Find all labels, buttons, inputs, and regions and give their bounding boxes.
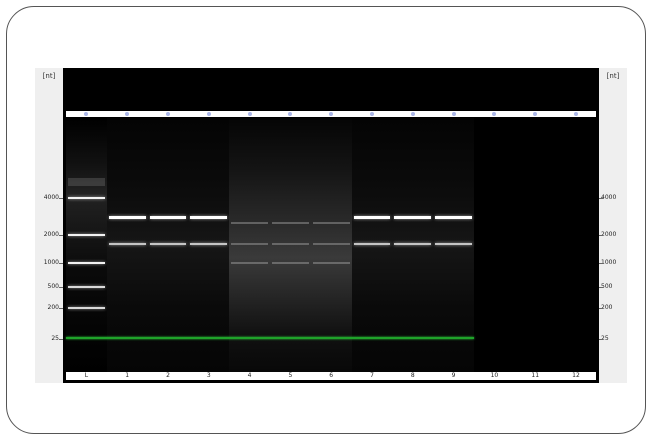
band bbox=[149, 216, 187, 220]
lane-9[interactable] bbox=[433, 118, 474, 372]
lane-label: 8 bbox=[410, 372, 415, 379]
lane-label: 11 bbox=[531, 372, 540, 379]
size-tick-label: 1000 bbox=[43, 259, 59, 266]
well-dot bbox=[166, 112, 170, 116]
band bbox=[149, 243, 187, 245]
size-tick-mark bbox=[599, 287, 603, 288]
lane-4[interactable] bbox=[229, 118, 270, 372]
size-tick-mark bbox=[59, 287, 63, 288]
lane-label: 12 bbox=[572, 372, 580, 379]
smear-band bbox=[312, 262, 350, 264]
smear-band bbox=[231, 262, 268, 264]
smear-band bbox=[312, 222, 350, 225]
size-tick-mark bbox=[59, 198, 63, 199]
smear-band bbox=[272, 262, 309, 264]
lane-11[interactable] bbox=[515, 118, 556, 372]
size-axis-right: [nt] 4000 2000 1000 500 200 25 bbox=[599, 68, 627, 383]
lane-6[interactable] bbox=[310, 118, 352, 372]
lane-label: 5 bbox=[288, 372, 293, 379]
well-dot bbox=[370, 112, 374, 116]
lane-label: 9 bbox=[451, 372, 456, 379]
size-tick-label: 4000 bbox=[601, 194, 617, 201]
size-tick-label: 200 bbox=[601, 304, 613, 311]
band bbox=[190, 243, 228, 245]
band bbox=[108, 243, 146, 245]
lane-label: 6 bbox=[329, 372, 334, 379]
size-tick-label: 25 bbox=[51, 335, 59, 342]
size-tick-label: 1000 bbox=[601, 259, 617, 266]
lane-label-bar: L 1 2 3 4 5 6 7 8 9 10 11 12 bbox=[66, 372, 596, 380]
smear-band bbox=[272, 222, 309, 225]
lane-2[interactable] bbox=[147, 118, 189, 372]
lane-7[interactable] bbox=[351, 118, 393, 372]
band bbox=[394, 243, 432, 245]
lane-1[interactable] bbox=[106, 118, 148, 372]
band bbox=[394, 216, 432, 220]
unit-label-right: [nt] bbox=[606, 72, 620, 80]
unit-label-left: [nt] bbox=[42, 72, 56, 80]
size-tick-label: 4000 bbox=[43, 194, 59, 201]
smear-band bbox=[272, 243, 309, 245]
band bbox=[353, 216, 391, 220]
size-tick-label: 200 bbox=[47, 304, 59, 311]
well-dot bbox=[410, 112, 415, 116]
size-tick-mark bbox=[599, 235, 603, 236]
well-dot bbox=[492, 112, 497, 116]
lane-3[interactable] bbox=[188, 118, 230, 372]
lane-5[interactable] bbox=[270, 118, 311, 372]
band bbox=[190, 216, 228, 220]
lane-label: 10 bbox=[490, 372, 499, 379]
band bbox=[68, 262, 105, 264]
band bbox=[68, 234, 105, 236]
lane-label: L bbox=[84, 372, 89, 379]
band bbox=[108, 216, 146, 220]
size-tick-mark bbox=[599, 308, 603, 309]
size-tick-label: 25 bbox=[601, 335, 609, 342]
well-dot bbox=[84, 112, 89, 116]
lane-8[interactable] bbox=[392, 118, 434, 372]
band bbox=[353, 243, 391, 245]
smear-band bbox=[231, 243, 268, 245]
size-tick-mark bbox=[599, 198, 603, 199]
size-tick-mark bbox=[59, 263, 63, 264]
lane-L[interactable] bbox=[66, 118, 107, 372]
size-tick-mark bbox=[59, 235, 63, 236]
size-tick-label: 2000 bbox=[43, 231, 59, 238]
band bbox=[68, 286, 105, 288]
well-dot bbox=[451, 112, 456, 116]
size-tick-mark bbox=[59, 339, 63, 340]
size-tick-mark bbox=[599, 339, 603, 340]
gel-image: [nt] 4000 2000 1000 500 200 25 [nt] 4000 2000 1… bbox=[35, 68, 627, 383]
band bbox=[435, 243, 472, 245]
well-dot bbox=[206, 112, 211, 116]
smear-band bbox=[231, 222, 268, 225]
well-dot bbox=[247, 112, 252, 116]
size-tick-label: 2000 bbox=[601, 231, 617, 238]
size-tick-mark bbox=[599, 263, 603, 264]
well-dot bbox=[288, 112, 293, 116]
lane-label: 4 bbox=[247, 372, 252, 379]
smear-band bbox=[312, 243, 350, 245]
lane-10[interactable] bbox=[474, 118, 515, 372]
well-dot bbox=[329, 112, 334, 116]
size-tick-label: 500 bbox=[47, 283, 59, 290]
well-dot bbox=[533, 112, 538, 116]
ladder-upper-smear bbox=[68, 178, 105, 186]
well-dot bbox=[125, 112, 130, 116]
size-axis-left: [nt] 4000 2000 1000 500 200 25 bbox=[35, 68, 63, 383]
lane-label: 7 bbox=[370, 372, 374, 379]
well-dot bbox=[574, 112, 578, 116]
band bbox=[435, 216, 472, 220]
band bbox=[68, 197, 105, 199]
size-tick-mark bbox=[59, 308, 63, 309]
size-tick-label: 500 bbox=[601, 283, 613, 290]
band bbox=[68, 307, 105, 309]
lane-label: 2 bbox=[166, 372, 170, 379]
lane-label: 1 bbox=[125, 372, 130, 379]
well-bar bbox=[66, 111, 596, 117]
lower-marker-band bbox=[66, 337, 474, 339]
lane-label: 3 bbox=[206, 372, 211, 379]
lane-12[interactable] bbox=[556, 118, 597, 372]
